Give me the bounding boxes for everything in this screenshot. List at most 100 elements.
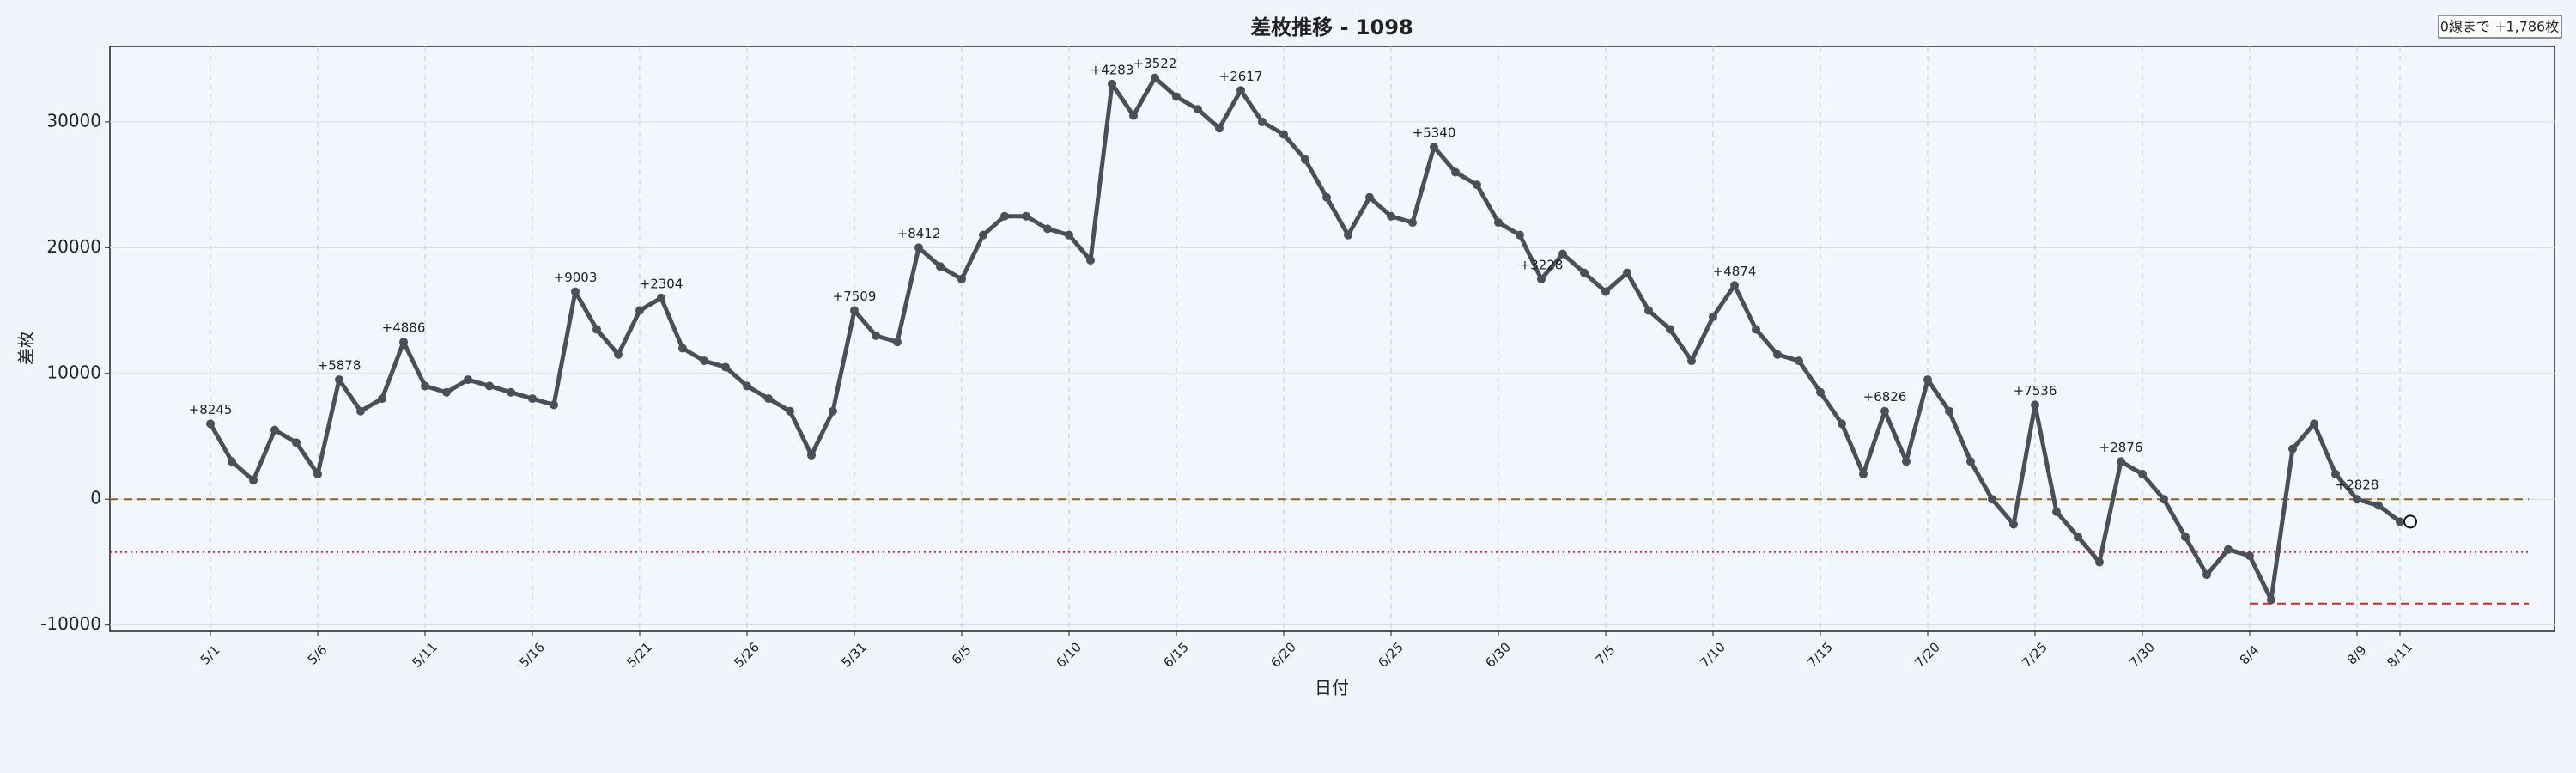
data-point — [2353, 495, 2361, 504]
data-point — [2288, 444, 2297, 453]
annotation: +5878 — [318, 358, 361, 374]
data-point — [1966, 457, 1975, 466]
data-point — [1129, 111, 1138, 120]
annotation: +3522 — [1133, 56, 1177, 71]
y-tick-label: 20000 — [46, 236, 101, 257]
data-point — [1344, 230, 1352, 240]
data-point — [1880, 406, 1889, 416]
y-tick-label: 10000 — [46, 362, 101, 382]
data-point — [1859, 469, 1868, 478]
annotation: +3228 — [1520, 257, 1564, 272]
data-point — [2374, 501, 2383, 510]
data-point — [2224, 545, 2233, 554]
plot-area — [109, 46, 2555, 632]
data-point — [1108, 79, 1116, 88]
data-point — [1473, 180, 1481, 190]
data-point — [1086, 255, 1095, 265]
data-point — [1945, 406, 1953, 416]
annotation: +5340 — [1413, 125, 1456, 141]
data-point — [485, 381, 494, 391]
data-point — [635, 306, 644, 315]
data-point — [421, 381, 429, 391]
data-point — [2310, 419, 2318, 429]
data-point — [313, 469, 322, 478]
data-point — [356, 406, 365, 416]
data-point — [2117, 457, 2125, 466]
data-point — [1236, 86, 1245, 95]
data-point — [678, 344, 687, 353]
data-point — [1322, 192, 1331, 202]
x-axis-label: 日付 — [1315, 678, 1349, 698]
data-point — [1387, 211, 1395, 221]
data-point — [1494, 218, 1503, 228]
data-point — [1752, 325, 1760, 334]
data-point — [1644, 306, 1653, 315]
data-point — [893, 338, 902, 347]
data-point — [743, 381, 751, 391]
data-point — [592, 325, 601, 334]
data-point — [1709, 312, 1717, 321]
note-box — [2438, 15, 2562, 39]
chart-title: 差枚推移 - 1098 — [1250, 15, 1413, 40]
data-point — [1430, 143, 1438, 152]
data-point — [2031, 400, 2039, 410]
data-point — [1000, 211, 1009, 221]
data-point — [614, 350, 623, 359]
data-point — [1172, 92, 1181, 101]
annotation: +4886 — [382, 320, 426, 336]
data-point — [872, 331, 880, 340]
data-point — [914, 243, 923, 253]
data-point — [1151, 73, 1159, 82]
data-point — [1065, 230, 1073, 240]
data-point — [335, 375, 343, 385]
data-point — [249, 476, 258, 485]
data-point — [957, 274, 966, 283]
data-point — [1687, 356, 1696, 366]
data-point — [1451, 167, 1460, 177]
data-point — [1558, 249, 1567, 259]
data-point — [270, 425, 279, 435]
y-axis-label: 差枚 — [16, 331, 37, 365]
data-point — [1730, 281, 1739, 290]
data-point — [1838, 419, 1846, 429]
data-point — [700, 356, 708, 366]
annotation: +8245 — [189, 402, 233, 417]
data-point — [528, 394, 537, 404]
data-point — [786, 406, 794, 416]
data-point — [1902, 457, 1911, 466]
annotation: +6826 — [1863, 389, 1907, 405]
data-point — [1580, 268, 1589, 277]
data-point — [1988, 495, 1996, 504]
end-marker — [2403, 514, 2417, 529]
data-point — [1408, 218, 1417, 228]
data-point — [2202, 570, 2211, 580]
data-point — [1537, 274, 1546, 283]
data-point — [507, 387, 515, 397]
y-tick-label: -10000 — [40, 613, 101, 634]
annotation: +4283 — [1091, 62, 1134, 77]
data-point — [2009, 520, 2018, 529]
data-point — [1773, 350, 1782, 359]
data-point — [936, 262, 945, 271]
data-point — [399, 338, 408, 347]
data-point — [2160, 495, 2168, 504]
data-point — [228, 457, 236, 466]
data-point — [1194, 105, 1202, 114]
annotation: +2304 — [640, 276, 683, 291]
y-tick-label: 0 — [90, 488, 101, 508]
data-point — [829, 406, 837, 416]
data-point — [1022, 211, 1030, 221]
data-point — [550, 400, 558, 410]
data-point — [1043, 224, 1052, 234]
data-point — [2181, 533, 2190, 542]
annotation: +4874 — [1713, 264, 1757, 279]
data-point — [1666, 325, 1674, 334]
data-point — [2138, 469, 2147, 478]
data-point — [2095, 557, 2104, 567]
data-point — [1279, 130, 1288, 139]
annotation: +7536 — [2014, 383, 2057, 399]
data-point — [1923, 375, 1932, 385]
data-point — [1365, 192, 1374, 202]
data-point — [2052, 507, 2061, 516]
